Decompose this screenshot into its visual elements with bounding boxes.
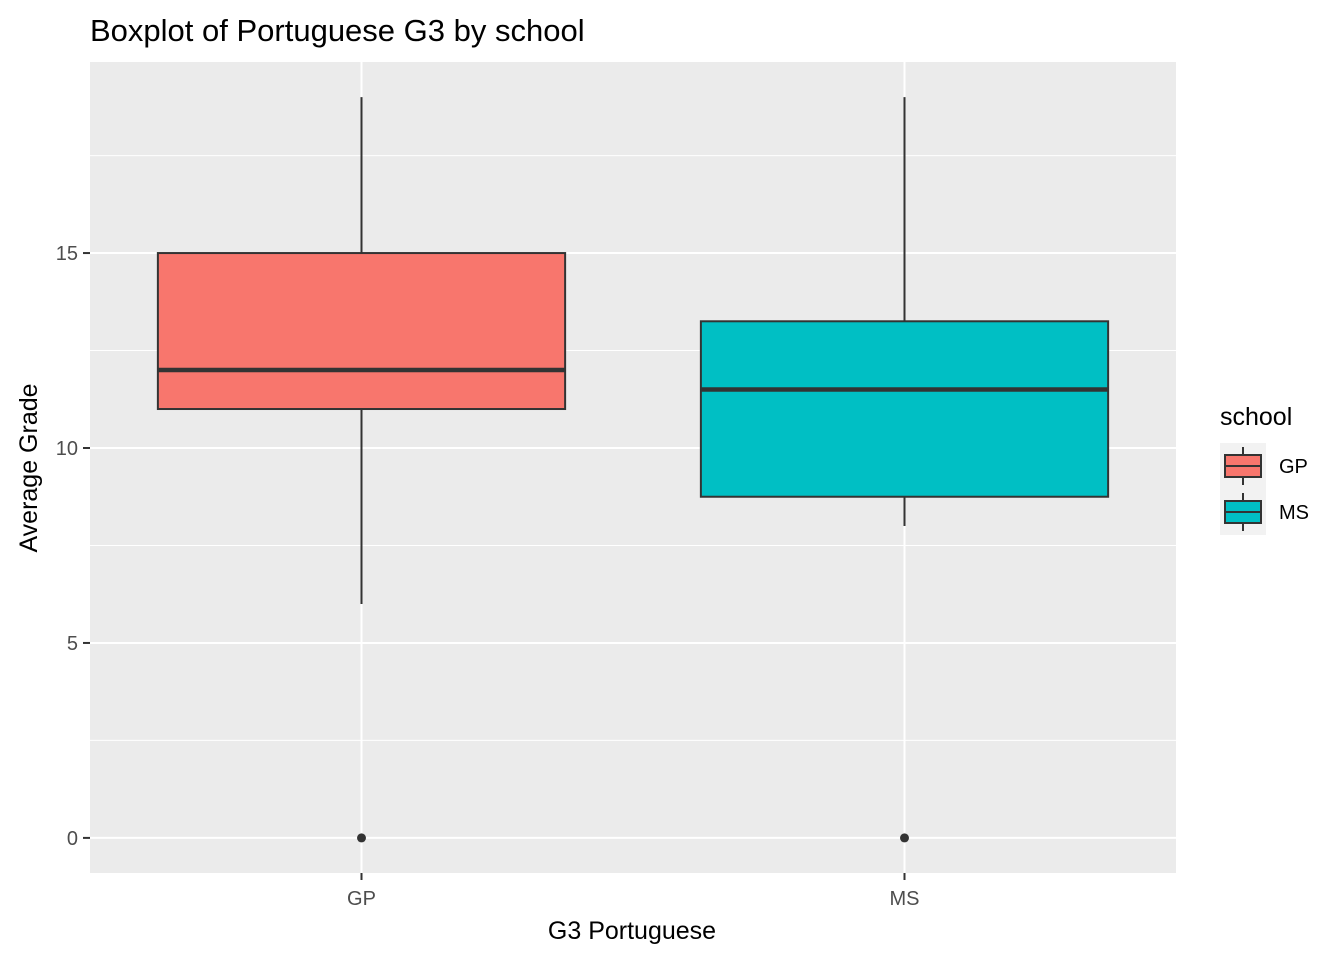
x-axis-title: G3 Portuguese [548,917,716,945]
chart-title: Boxplot of Portuguese G3 by school [90,13,585,48]
box-gp [156,97,567,843]
legend: school GP MS [1220,403,1309,535]
outlier-point [900,833,909,843]
legend-label: GP [1279,456,1308,478]
x-tick-label: MS [890,888,920,910]
legend-label: MS [1279,502,1309,524]
legend-item-ms: MS [1220,489,1309,535]
outlier-point [357,833,366,843]
y-tick-label: 10 [56,438,78,460]
legend-item-gp: GP [1220,443,1308,489]
y-tick-label: 5 [67,633,78,655]
box-iqr [156,252,567,411]
y-axis: 0 5 10 15 [56,243,90,850]
x-tick-label: GP [347,888,376,910]
y-axis-title: Average Grade [15,383,43,552]
x-axis: GP MS [347,873,920,910]
legend-items: GP MS [1220,443,1309,535]
y-tick-label: 15 [56,243,78,265]
box-iqr [699,320,1110,498]
y-tick-label: 0 [67,828,78,850]
box-group [156,97,1110,843]
box-ms [699,97,1110,843]
legend-title: school [1220,403,1292,431]
